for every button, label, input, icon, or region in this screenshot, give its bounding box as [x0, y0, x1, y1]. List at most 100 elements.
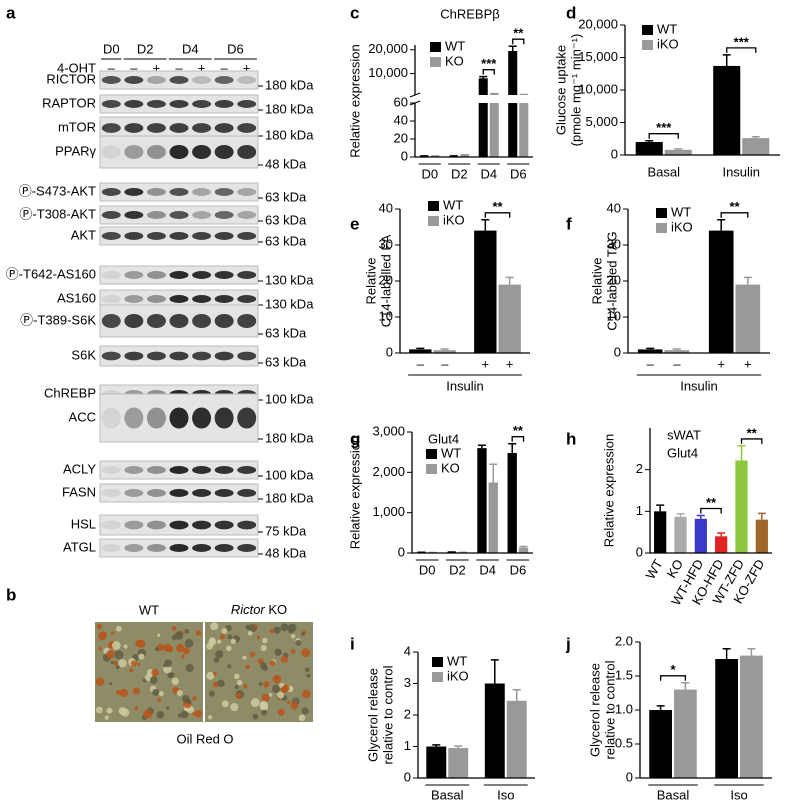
bar — [426, 746, 447, 778]
blot-band — [146, 188, 166, 196]
y-tick-label: 0 — [636, 544, 643, 559]
legend-label: WT — [671, 204, 691, 219]
micrograph-texture — [245, 624, 251, 630]
marker-label: 48 kDa — [265, 545, 307, 560]
error-bar — [512, 689, 521, 701]
blot-band — [214, 520, 234, 530]
micrograph-texture — [171, 635, 177, 641]
y-tick-label: 3,000 — [372, 423, 405, 438]
micrograph-texture — [269, 660, 276, 667]
y-tick-label: 40 — [379, 200, 393, 215]
error-bar — [454, 745, 463, 749]
y-axis-label: C14-labelled FA — [378, 234, 393, 327]
error-bar — [440, 348, 449, 351]
y-tick-label: 30 — [379, 236, 393, 251]
error-bar — [751, 136, 760, 139]
blot-band — [169, 211, 189, 219]
blot-band — [214, 144, 234, 160]
blot-band — [101, 520, 121, 530]
marker-label: 130 kDa — [265, 272, 314, 287]
micrograph-texture — [151, 668, 159, 677]
y-tick-label: 1 — [404, 738, 411, 753]
legend-label: WT — [443, 197, 463, 212]
bar — [448, 748, 469, 778]
lane-sign: – — [221, 60, 229, 75]
error-bar — [490, 659, 499, 684]
micrograph-texture — [295, 639, 302, 646]
blot-band — [101, 188, 121, 196]
blot-band — [214, 489, 234, 497]
micrograph-texture — [261, 693, 270, 702]
protein-label: mTOR — [58, 119, 96, 134]
micrograph-texture — [263, 681, 270, 688]
protein-label: Ⓟ-T642-AS160 — [6, 266, 96, 281]
blot-band — [192, 211, 212, 219]
blot-band — [169, 466, 189, 474]
micrograph-texture — [185, 664, 194, 673]
y-tick-label: 0 — [386, 344, 393, 359]
protein-label: RAPTOR — [42, 95, 96, 110]
micrograph-texture — [106, 650, 115, 659]
y-tick-label: 0 — [611, 146, 618, 161]
blot-band — [214, 466, 234, 474]
blot-band — [237, 489, 257, 497]
y-tick-label: 2,000 — [372, 464, 405, 479]
blot-band — [214, 271, 234, 279]
blot-band — [237, 76, 257, 84]
blot-band — [101, 100, 121, 108]
blot-band — [192, 188, 212, 196]
x-tick-label: Iso — [730, 787, 747, 802]
marker-label: 130 kDa — [265, 296, 314, 311]
bar — [506, 700, 527, 778]
micrograph-texture — [163, 643, 172, 653]
x-axis-label: Insulin — [446, 378, 484, 393]
micrograph-texture — [135, 639, 142, 647]
legend-swatch — [430, 42, 441, 52]
x-tick-label: Basal — [657, 787, 690, 802]
micrograph-texture — [301, 707, 309, 715]
legend-label: KO — [445, 53, 464, 68]
micrograph-texture — [208, 690, 215, 697]
lane-sign: – — [130, 60, 138, 75]
chart-title: sWAT — [667, 427, 701, 442]
micrograph-texture — [176, 689, 183, 697]
blot-band — [169, 351, 189, 361]
y-tick-label: 20,000 — [368, 41, 408, 56]
micrograph-texture — [301, 648, 311, 658]
bar — [519, 94, 529, 157]
blot-band — [146, 144, 166, 160]
blot-band — [146, 232, 166, 240]
micrograph-texture — [174, 631, 184, 640]
micrograph-texture — [227, 664, 232, 669]
micrograph-texture — [171, 625, 177, 631]
significance-label: * — [670, 662, 676, 677]
legend-label: iKO — [657, 36, 679, 51]
bar — [742, 138, 770, 155]
blot-band — [101, 313, 121, 329]
legend-label: iKO — [447, 668, 469, 683]
blot-band — [169, 100, 189, 108]
x-tick-label: + — [744, 356, 752, 371]
y-tick-label: 60 — [394, 94, 408, 109]
blot-band — [146, 544, 166, 552]
bar — [694, 518, 707, 553]
blot-band — [169, 313, 189, 329]
marker-label: 63 kDa — [265, 212, 307, 227]
micrograph-texture — [259, 700, 269, 710]
micrograph-texture — [301, 632, 305, 636]
bar — [755, 519, 768, 553]
micrograph-texture — [137, 662, 141, 666]
x-tick-label: D4 — [480, 166, 497, 181]
x-tick-label: Insulin — [722, 164, 760, 179]
y-tick-label: 30 — [607, 236, 621, 251]
legend-swatch — [656, 208, 667, 218]
micrograph-texture — [271, 684, 280, 693]
micrograph-texture — [106, 707, 113, 714]
x-tick-label: D2 — [449, 562, 466, 577]
significance-label: ** — [706, 495, 717, 510]
micrograph-texture — [302, 689, 311, 699]
significance-bracket — [740, 438, 763, 444]
error-bar — [432, 744, 441, 747]
lane-sign: – — [175, 60, 183, 75]
micrograph-texture — [113, 660, 118, 666]
